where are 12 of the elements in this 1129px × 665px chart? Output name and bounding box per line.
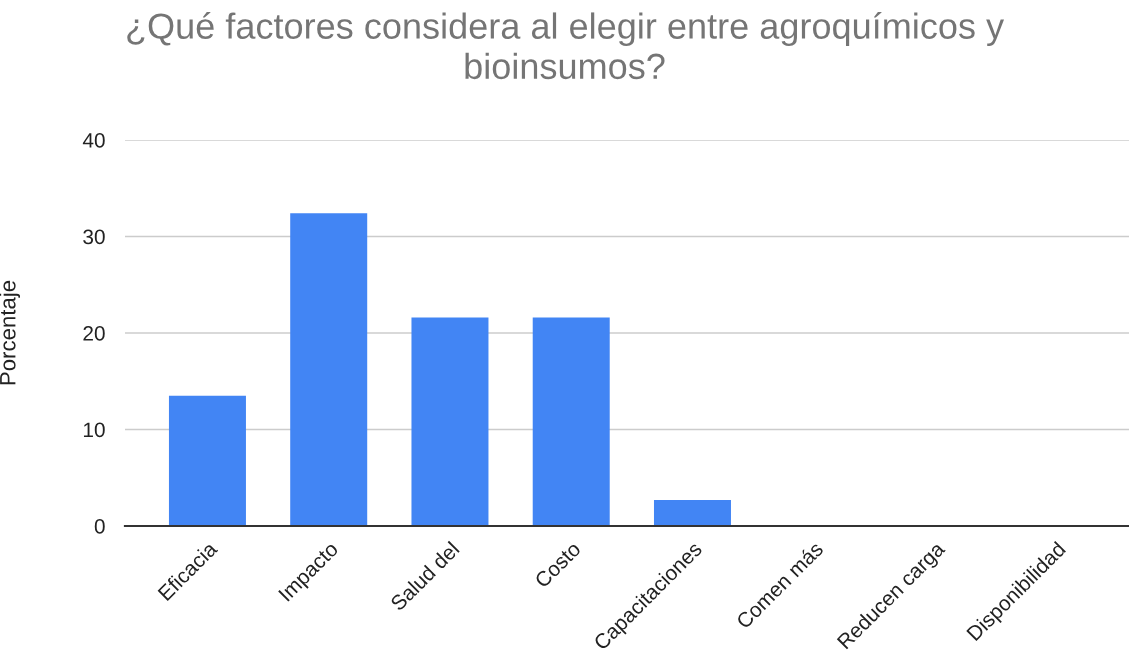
y-tick-label: 20 [83, 326, 105, 341]
bar [411, 317, 489, 526]
y-tick-label: 40 [82, 133, 105, 148]
y-axis-title: Porcentaje [0, 280, 20, 385]
chart-title: ¿Qué factores considera al elegir entre agroquímicos y bioinsumos? [127, 12, 1005, 80]
bar [290, 213, 368, 526]
bar [532, 317, 610, 526]
y-tick-label: 10 [83, 422, 105, 438]
bar [168, 395, 246, 526]
bar [653, 499, 731, 526]
y-tick-label: 0 [94, 519, 105, 534]
y-tick-label: 30 [83, 229, 105, 245]
